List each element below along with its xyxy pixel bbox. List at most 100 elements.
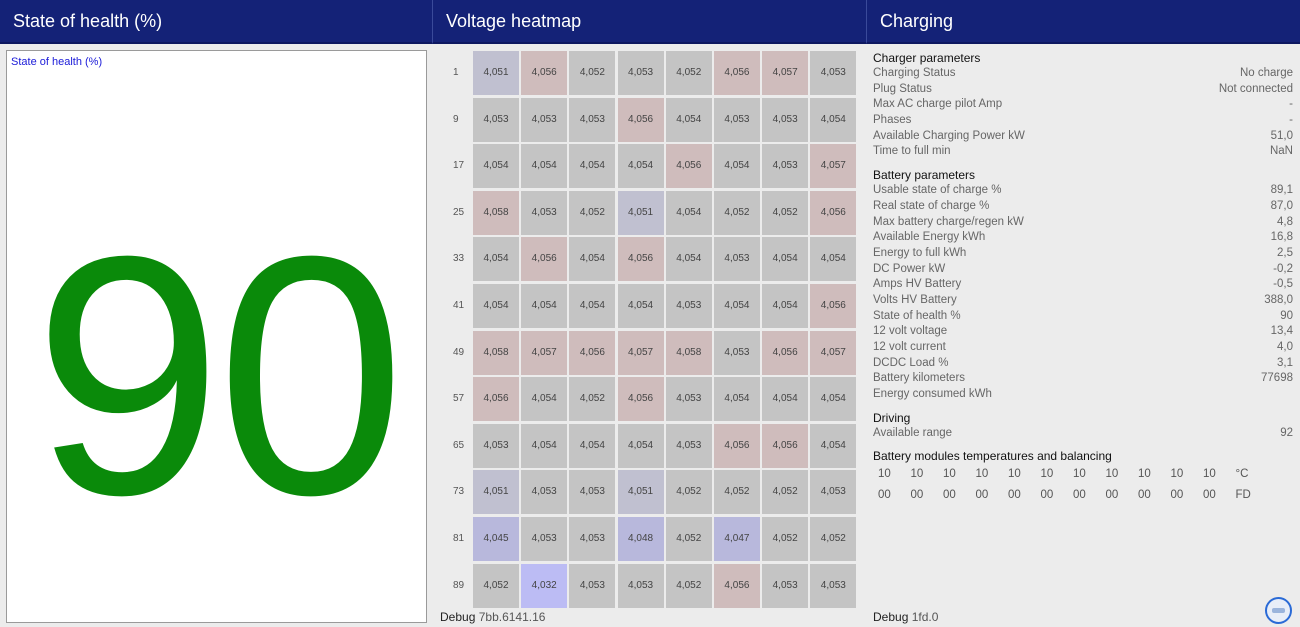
modules_balance-cell: 00: [1040, 489, 1054, 502]
modules_balance-cell: 00: [1105, 489, 1119, 502]
battery-value: -0,5: [1273, 278, 1293, 291]
heatmap-cell: 4,054: [665, 237, 712, 282]
driving-row: Available range 92: [873, 426, 1293, 442]
heatmap-cell: 4,053: [810, 470, 857, 515]
heatmap-row-label: 17: [453, 160, 465, 172]
heatmap-cell: 4,056: [665, 144, 712, 189]
battery-value: 4,8: [1277, 215, 1293, 228]
battery-value: 2,5: [1277, 246, 1293, 259]
heatmap-cell: 4,053: [762, 563, 809, 608]
modules_temps-cell: 10: [1073, 468, 1086, 481]
heatmap-row-label: 89: [453, 579, 465, 591]
heatmap-cell: 4,054: [569, 423, 616, 468]
heatmap-cell: 4,054: [810, 423, 857, 468]
modules_temps-cell: 10: [1170, 468, 1184, 481]
heatmap-cell: 4,054: [617, 283, 664, 328]
heatmap-cell: 4,057: [810, 330, 857, 375]
heatmap-cell: 4,054: [713, 144, 760, 189]
heatmap-cell: 4,054: [617, 423, 664, 468]
soh-label: State of health (%): [11, 56, 103, 68]
heatmap-cell: 4,045: [473, 516, 519, 561]
charger-row: Max AC charge pilot Amp -: [873, 97, 1293, 113]
heatmap-cell: 4,057: [617, 330, 664, 375]
heatmap-cell: 4,058: [473, 330, 519, 375]
battery-key: Amps HV Battery: [873, 278, 962, 291]
heatmap-cell: 4,051: [617, 190, 664, 235]
modules_balance-cell: 00: [1138, 489, 1151, 502]
heatmap-cell: 4,052: [665, 470, 712, 515]
soh-header: State of health (%): [0, 0, 433, 44]
heatmap-cell: 4,053: [521, 470, 568, 515]
heatmap-cell: 4,054: [665, 97, 712, 142]
heatmap-row-label: 57: [453, 393, 465, 405]
heatmap-row: 1 4,051 4,056 4,052 4,053 4,052 4,056 4,057 4,05…: [440, 51, 859, 98]
battery-value: 3,1: [1277, 356, 1293, 369]
heatmap-cell: 4,053: [617, 563, 664, 608]
heatmap-cell: 4,056: [521, 237, 568, 282]
charger-value: NaN: [1269, 145, 1293, 158]
heatmap-cell: 4,053: [569, 563, 616, 608]
battery-value: 13,4: [1270, 325, 1293, 338]
heatmap-row-label: 9: [453, 113, 459, 125]
heatmap-cell: 4,058: [473, 190, 519, 235]
heatmap-row-label: 33: [453, 253, 465, 265]
heatmap-cell: 4,057: [762, 51, 809, 95]
charger-key: Plug Status: [873, 82, 932, 95]
heatmap-row: 41 4,054 4,054 4,054 4,054 4,053 4,054 4,054 4,0…: [440, 283, 859, 331]
heatmap-cell: 4,056: [762, 330, 809, 375]
heatmap-cell: 4,054: [521, 144, 568, 189]
heatmap-cell: 4,057: [810, 144, 857, 189]
heatmap-cell: 4,053: [521, 516, 568, 561]
debug-right-label: Debug: [873, 610, 909, 624]
heatmap-cell: 4,058: [665, 330, 712, 375]
modules_balance-cell: 00: [878, 489, 891, 502]
battery-row: Max battery charge/regen kW 4,8: [873, 215, 1293, 231]
heatmap-cell: 4,054: [762, 237, 809, 282]
heatmap-cell: 4,053: [810, 563, 857, 608]
modules_balance-cell: 00: [943, 489, 956, 502]
heatmap-cell: 4,053: [473, 97, 519, 142]
heatmap-cell: 4,052: [473, 563, 519, 608]
modules-temperatures: 10 10 10 10 10 10 10 10 10 10 10 °C: [873, 464, 1293, 485]
heatmap-row-label: 81: [453, 532, 465, 544]
soh-value: 90: [33, 186, 405, 566]
battery-key: Real state of charge %: [873, 199, 990, 212]
heatmap-cell: 4,054: [473, 283, 519, 328]
heatmap-cell: 4,052: [665, 51, 712, 95]
heatmap-cell: 4,054: [473, 144, 519, 189]
heatmap-cell: 4,047: [713, 516, 760, 561]
heatmap-cell: 4,052: [762, 516, 809, 561]
battery-row: State of health % 90: [873, 309, 1293, 325]
heatmap-cell: 4,056: [473, 377, 519, 422]
heatmap-cell: 4,054: [762, 377, 809, 422]
screenshot-button[interactable]: [1265, 597, 1292, 624]
heatmap-cell: 4,054: [521, 283, 568, 328]
battery-row: Battery kilometers 77698: [873, 371, 1293, 387]
heatmap-cell: 4,052: [713, 470, 760, 515]
battery-row: Amps HV Battery -0,5: [873, 277, 1293, 293]
heatmap-cell: 4,056: [617, 97, 664, 142]
driving-list: Available range 92: [873, 426, 1293, 442]
modules_temps-cell: 10: [1008, 468, 1021, 481]
heatmap-cell: 4,056: [713, 563, 760, 608]
battery-row: 12 volt current 4,0: [873, 340, 1293, 356]
heatmap-cell: 4,056: [617, 237, 664, 282]
modules_balance-cell: 00: [1008, 489, 1021, 502]
heatmap-cell: 4,053: [665, 423, 712, 468]
battery-value: -0,2: [1273, 262, 1293, 275]
charger-row: Time to full min NaN: [873, 144, 1293, 160]
charger-value: No charge: [1239, 67, 1293, 79]
modules_temps-cell: 10: [1138, 468, 1151, 481]
charger-value: 51,0: [1270, 129, 1293, 142]
heatmap-cell: 4,053: [762, 144, 809, 189]
charger-key: Phases: [873, 114, 912, 127]
charger-list: Charging Status No charge Plug Status Not c…: [873, 66, 1293, 160]
debug-mid-value: 7bb.6141.16: [478, 610, 546, 624]
heatmap-cell: 4,053: [473, 423, 519, 468]
battery-key: Volts HV Battery: [873, 293, 957, 306]
battery-key: 12 volt voltage: [873, 325, 948, 338]
heatmap-cell: 4,056: [810, 190, 857, 235]
debug-mid-label: Debug: [440, 610, 476, 624]
battery-value: 4,0: [1277, 341, 1293, 353]
modules_balance-cell: 00: [910, 489, 924, 502]
